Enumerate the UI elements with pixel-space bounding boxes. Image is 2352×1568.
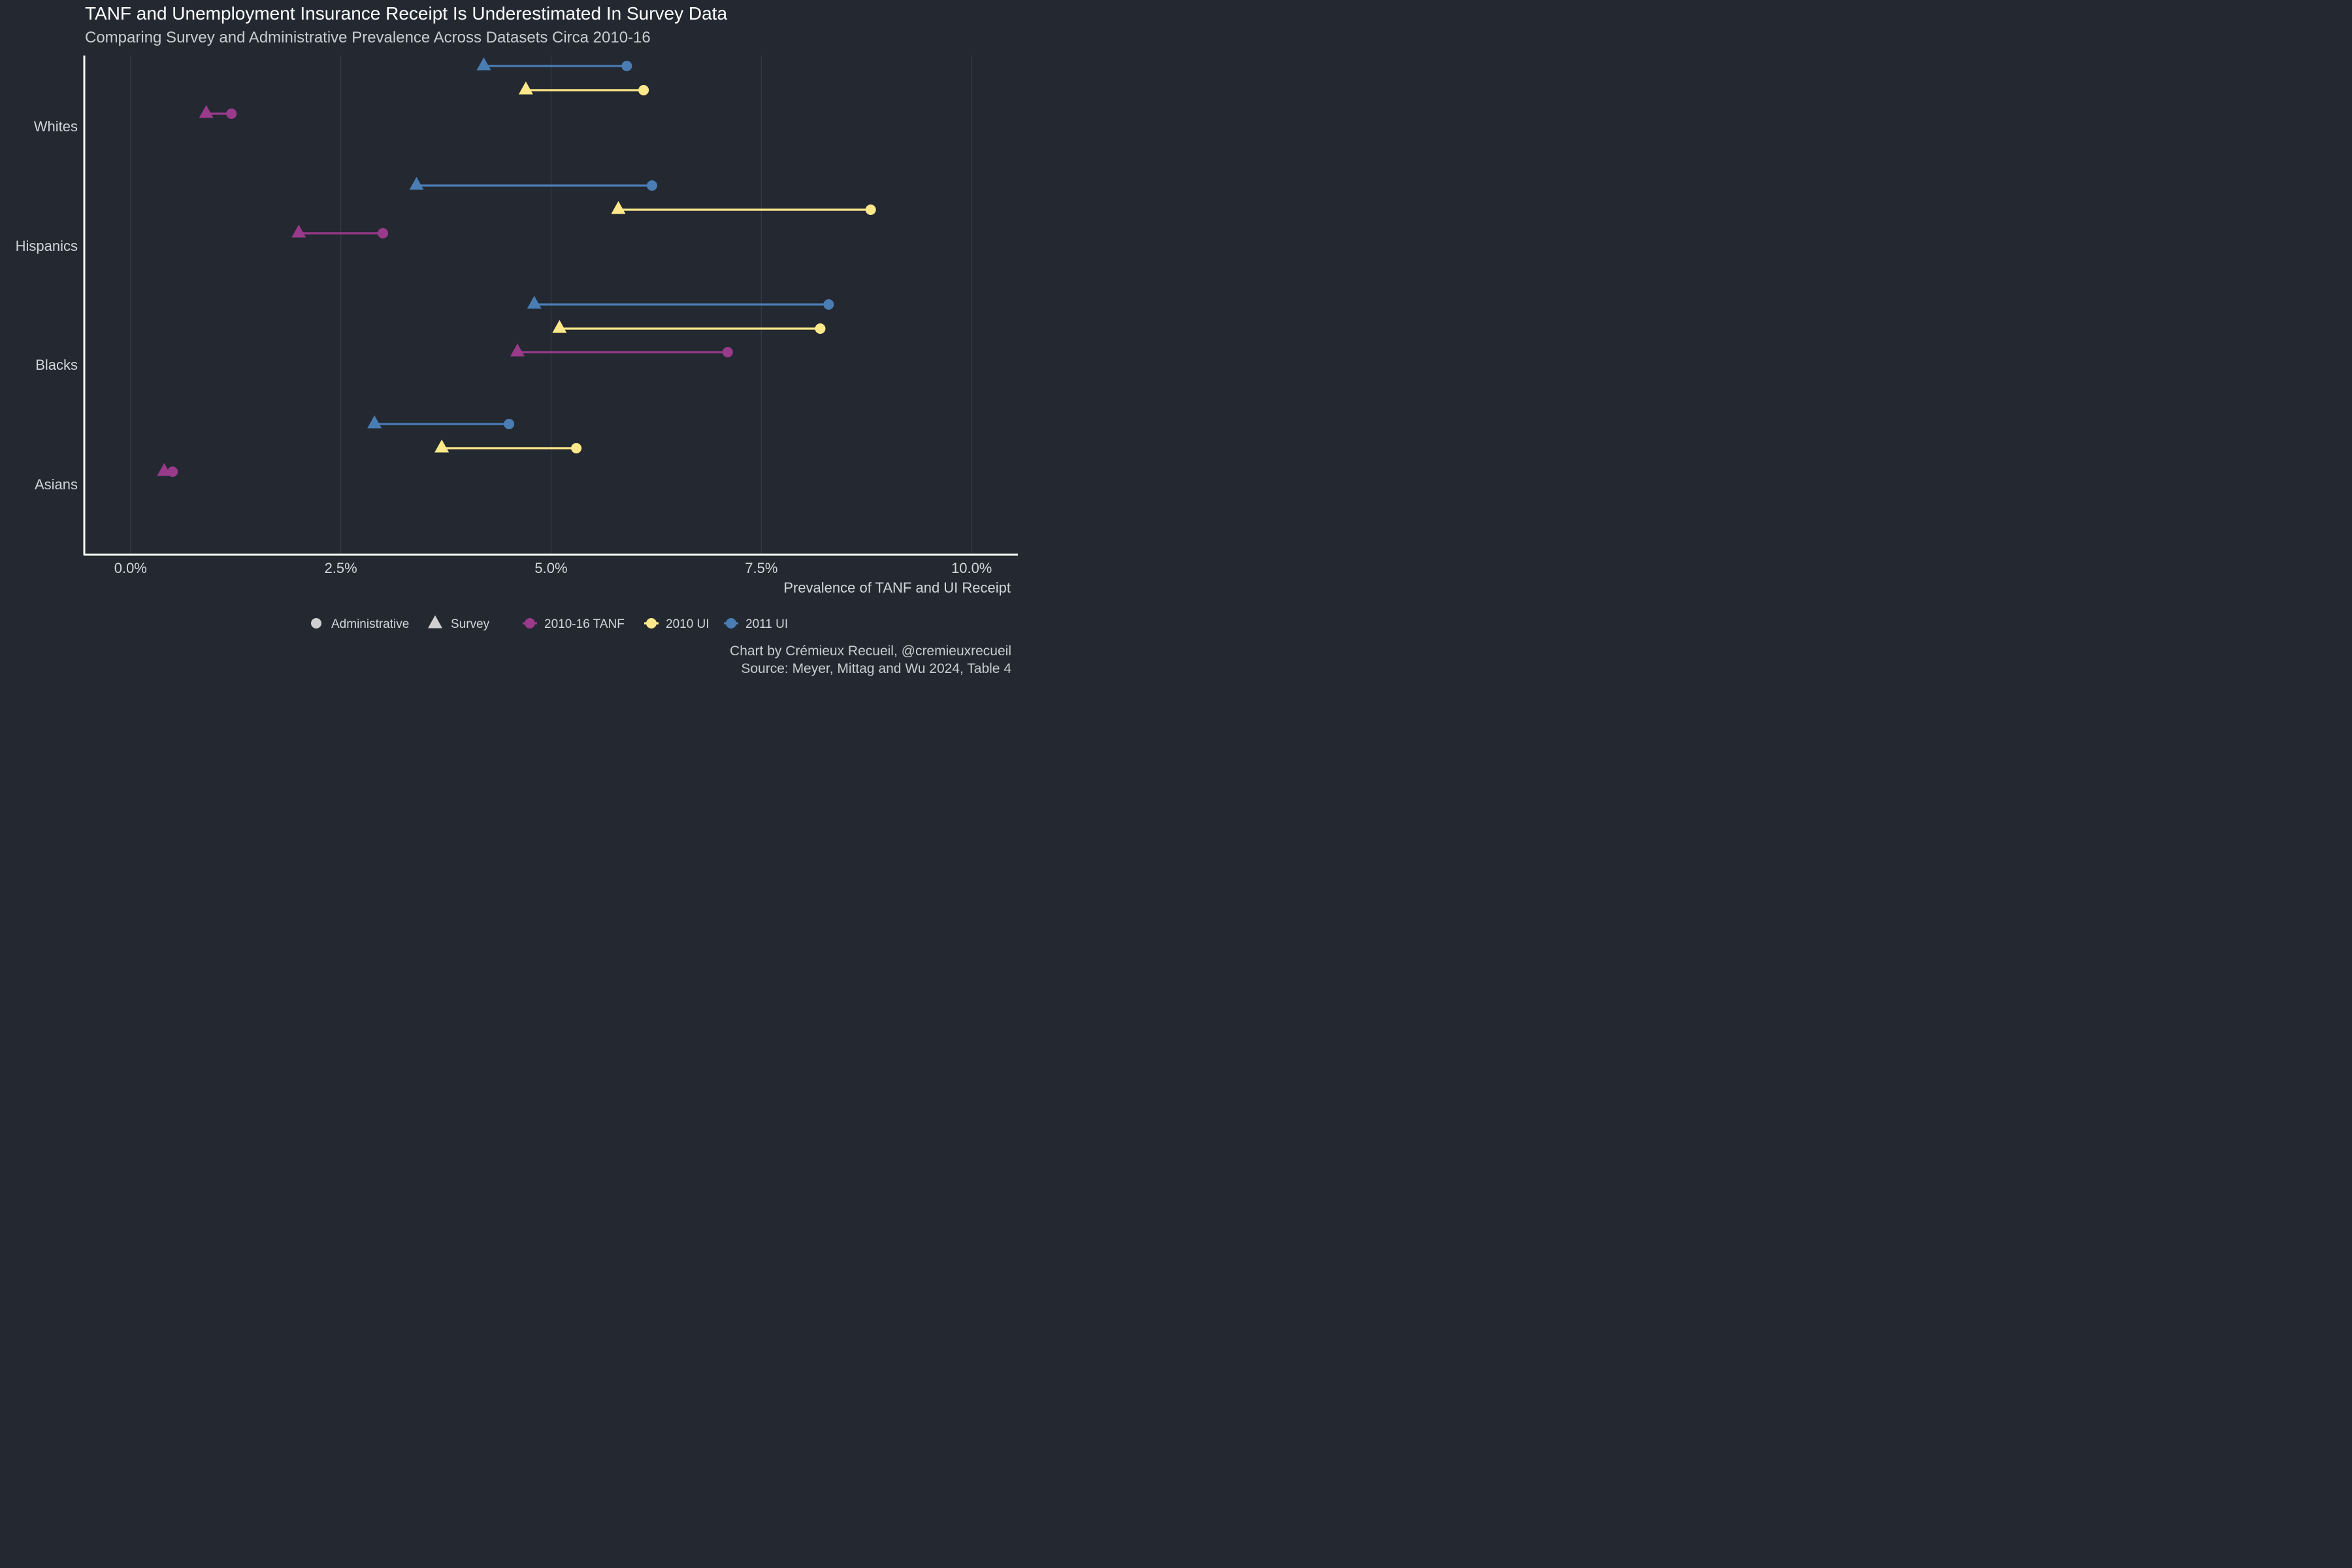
y-tick-label: Blacks (35, 357, 78, 373)
x-tick-label: 7.5% (745, 560, 777, 576)
chart-caption: Chart by Crémieux Recueil, @cremieuxrecu… (730, 642, 1011, 678)
x-tick-label: 10.0% (951, 560, 992, 576)
administrative-point (638, 85, 649, 95)
survey-point (510, 343, 525, 357)
survey-point (552, 319, 567, 333)
legend-triangle-key (428, 615, 442, 629)
administrative-point (378, 228, 389, 238)
legend-series-label: 2010-16 TANF (544, 617, 625, 631)
chart-title: TANF and Unemployment Insurance Receipt … (85, 3, 728, 24)
legend: Administrative Survey 2010-16 TANF 2010 UI 2… (311, 615, 788, 631)
administrative-point (865, 204, 876, 215)
survey-point (291, 224, 306, 238)
administrative-point (571, 443, 582, 453)
survey-point (476, 57, 491, 71)
x-tick-label: 2.5% (325, 560, 357, 576)
legend-series-label: 2011 UI (745, 617, 788, 631)
administrative-point (722, 347, 733, 357)
administrative-point (823, 299, 834, 310)
legend-series-key (525, 618, 535, 629)
survey-point (527, 295, 542, 309)
y-tick-label: Hispanics (16, 238, 78, 254)
survey-point (518, 81, 533, 95)
survey-point (409, 176, 424, 190)
administrative-point (504, 419, 515, 429)
caption-author: Chart by Crémieux Recueil, @cremieuxrecu… (730, 644, 1011, 659)
legend-series-label: 2010 UI (666, 617, 710, 631)
survey-point (367, 415, 382, 429)
dumbbell-chart: 0.0% 2.5% 5.0% 7.5% 10.0% Prevalence of TANF … (16, 56, 1018, 631)
y-tick-label: Whites (34, 118, 78, 135)
chart-subtitle: Comparing Survey and Administrative Prev… (85, 29, 651, 46)
legend-series-key (726, 618, 736, 629)
x-tick-label: 0.0% (114, 560, 147, 576)
administrative-point (815, 323, 826, 334)
survey-point (157, 463, 172, 476)
survey-point (434, 439, 449, 453)
legend-circle-key (311, 618, 321, 629)
legend-label-administrative: Administrative (331, 617, 409, 631)
administrative-point (646, 180, 657, 191)
legend-series-key (646, 618, 657, 629)
administrative-point (621, 61, 632, 71)
survey-point (199, 105, 214, 118)
x-axis-title: Prevalence of TANF and UI Receipt (783, 580, 1011, 596)
legend-label-survey: Survey (451, 617, 490, 631)
y-tick-label: Asians (35, 476, 78, 493)
administrative-point (226, 108, 237, 119)
x-tick-label: 5.0% (534, 560, 567, 576)
caption-source: Source: Meyer, Mittag and Wu 2024, Table… (741, 661, 1011, 676)
survey-point (611, 201, 626, 214)
